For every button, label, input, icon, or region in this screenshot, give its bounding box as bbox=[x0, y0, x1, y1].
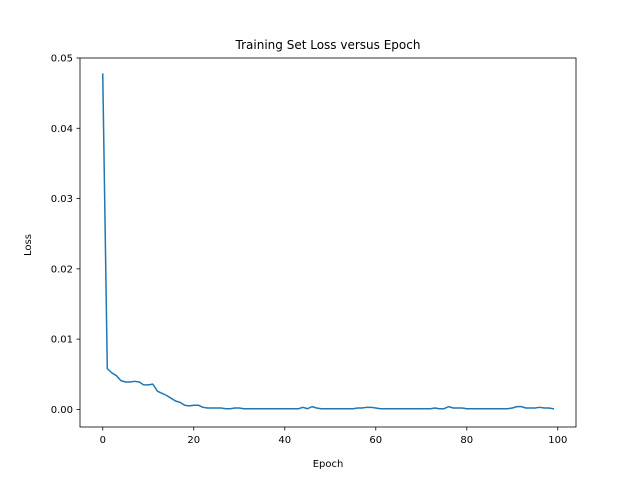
y-tick-label: 0.00 bbox=[51, 405, 73, 416]
plot-area bbox=[101, 73, 555, 410]
y-tick-label: 0.05 bbox=[51, 54, 73, 65]
series-line bbox=[101, 73, 555, 410]
chart-title: Training Set Loss versus Epoch bbox=[235, 38, 421, 52]
x-tick-label: 0 bbox=[100, 435, 106, 446]
x-tick-label: 20 bbox=[187, 435, 200, 446]
y-tick-label: 0.04 bbox=[51, 124, 73, 135]
axes-frame bbox=[79, 57, 577, 428]
y-tick-label: 0.02 bbox=[51, 264, 73, 275]
x-tick-label: 80 bbox=[460, 435, 473, 446]
x-tick-label: 60 bbox=[369, 435, 382, 446]
x-tick-label: 100 bbox=[548, 435, 567, 446]
x-axis-ticks: 0 20 40 60 80 100 bbox=[100, 427, 567, 446]
x-axis-label: Epoch bbox=[313, 459, 344, 470]
x-tick-label: 40 bbox=[278, 435, 291, 446]
y-axis-ticks: 0.00 0.01 0.02 0.03 0.04 0.05 bbox=[51, 54, 80, 416]
y-tick-label: 0.01 bbox=[51, 335, 73, 346]
y-axis-label: Loss bbox=[23, 234, 34, 256]
y-tick-label: 0.03 bbox=[51, 194, 73, 205]
